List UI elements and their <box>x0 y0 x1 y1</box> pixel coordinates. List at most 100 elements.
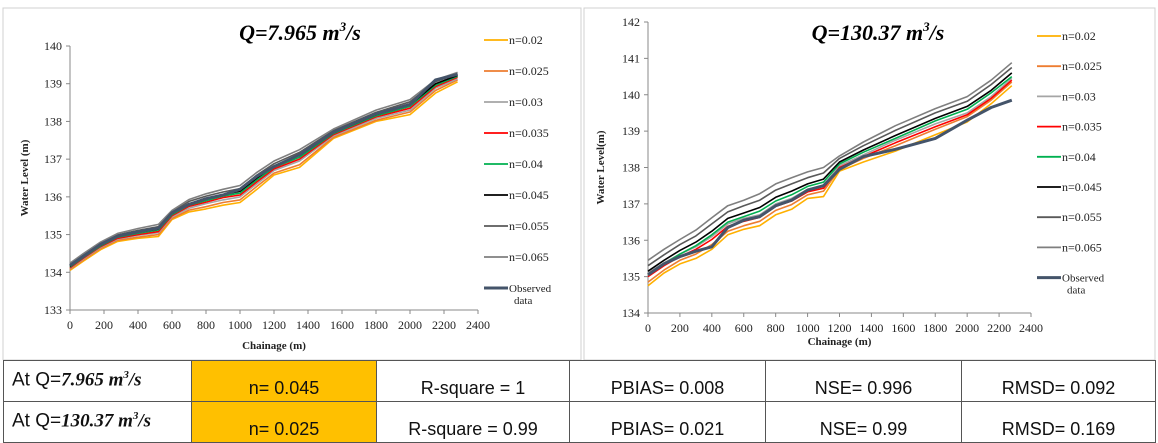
y-axis-label: Water Level(m) <box>595 130 607 204</box>
x-tick-label: 1000 <box>228 318 252 332</box>
x-tick-label: 1000 <box>796 321 820 335</box>
legend-label: n=0.02 <box>509 33 543 47</box>
pbias-cell: PBIAS= 0.008 <box>569 360 766 402</box>
legend-label: data <box>514 295 532 307</box>
y-tick-label: 141 <box>622 51 640 65</box>
x-tick-label: 400 <box>703 321 721 335</box>
manning-n-cell: n= 0.045 <box>191 360 377 402</box>
series-line-observed <box>647 98 1013 277</box>
series-line-n-0045 <box>647 72 1013 272</box>
y-tick-label: 136 <box>44 190 62 204</box>
y-tick-label: 134 <box>622 306 640 320</box>
legend-label: n=0.055 <box>1062 210 1102 224</box>
x-tick-label: 600 <box>163 318 181 332</box>
x-tick-label: 1200 <box>262 318 286 332</box>
legend-label: n=0.025 <box>509 64 549 78</box>
nse-cell: NSE= 0.996 <box>765 360 962 402</box>
x-axis-label: Chainage (m) <box>242 340 306 352</box>
legend-label: n=0.065 <box>509 250 549 264</box>
y-tick-label: 140 <box>44 39 62 53</box>
chart-2: 134 135 136 137 138 139 140 141 142 0 200 400 600 800… <box>583 7 1156 361</box>
series-line-n-0035 <box>69 76 458 269</box>
rmsd-cell: RMSD= 0.092 <box>961 360 1156 402</box>
x-tick-label: 2400 <box>1019 321 1043 335</box>
series-line-observed <box>69 72 458 267</box>
series-line-n-0065 <box>647 62 1013 261</box>
x-tick-label: 1400 <box>296 318 320 332</box>
x-axis-label: Chainage (m) <box>808 336 872 348</box>
series-line-n-0055 <box>647 66 1013 267</box>
chart-frame <box>2 7 582 361</box>
x-tick-label: 1800 <box>923 321 947 335</box>
legend-label: n=0.045 <box>509 188 549 202</box>
x-tick-label: 200 <box>671 321 689 335</box>
legend-label: n=0.065 <box>1062 240 1102 254</box>
x-tick-label: 1600 <box>330 318 354 332</box>
y-tick-label: 137 <box>44 152 62 166</box>
x-tick-label: 2200 <box>432 318 456 332</box>
legend-label: n=0.03 <box>509 95 543 109</box>
x-tick-label: 200 <box>95 318 113 332</box>
legend-label: n=0.04 <box>509 157 543 171</box>
condition-cell: At Q=130.37 m3/s <box>3 401 192 443</box>
y-tick-label: 138 <box>622 161 640 175</box>
legend-label: n=0.055 <box>509 219 549 233</box>
y-tick-label: 135 <box>622 270 640 284</box>
y-tick-label: 133 <box>44 303 62 317</box>
x-tick-label: 2400 <box>466 318 490 332</box>
table-row: At Q=7.965 m3/s n= 0.045 R-square = 1 PB… <box>3 360 1156 402</box>
nse-cell: NSE= 0.99 <box>765 401 962 443</box>
y-tick-label: 136 <box>622 233 640 247</box>
y-tick-label: 139 <box>44 77 62 91</box>
series-line-n-0025 <box>647 81 1013 283</box>
series-line-n-0025 <box>69 79 458 270</box>
x-tick-label: 400 <box>129 318 147 332</box>
legend-label: n=0.03 <box>1062 89 1096 103</box>
legend-label: n=0.035 <box>1062 120 1102 134</box>
r-square-cell: R-square = 1 <box>376 360 570 402</box>
legend-label: n=0.02 <box>1062 29 1096 43</box>
table-row: At Q=130.37 m3/s n= 0.025 R-square = 0.9… <box>3 401 1156 443</box>
y-axis-label: Water Level (m) <box>19 139 31 216</box>
series-line-n-002 <box>69 81 458 272</box>
x-tick-label: 2200 <box>987 321 1011 335</box>
y-tick-label: 142 <box>622 15 640 29</box>
r-square-cell: R-square = 0.99 <box>376 401 570 443</box>
x-tick-label: 2000 <box>955 321 979 335</box>
y-tick-label: 140 <box>622 88 640 102</box>
x-tick-label: 600 <box>735 321 753 335</box>
legend-label: Observed <box>509 283 552 295</box>
condition-cell: At Q=7.965 m3/s <box>3 360 192 402</box>
series-line-n-004 <box>647 75 1013 276</box>
x-tick-label: 1200 <box>828 321 852 335</box>
chart-title: Q=7.965 m3/s <box>239 19 361 45</box>
legend-label: n=0.045 <box>1062 180 1102 194</box>
series-line-n-003 <box>647 77 1013 274</box>
series-line-n-0065 <box>69 71 458 264</box>
x-tick-label: 2000 <box>398 318 422 332</box>
x-tick-label: 800 <box>767 321 785 335</box>
x-tick-label: 800 <box>197 318 215 332</box>
legend-label: n=0.04 <box>1062 150 1096 164</box>
manning-n-cell: n= 0.025 <box>191 401 377 443</box>
legend-label: n=0.025 <box>1062 59 1102 73</box>
legend-label: n=0.035 <box>509 126 549 140</box>
x-tick-label: 1400 <box>859 321 883 335</box>
x-tick-label: 1800 <box>364 318 388 332</box>
chart-title: Q=130.37 m3/s <box>812 19 945 45</box>
x-tick-label: 1600 <box>891 321 915 335</box>
legend-label: data <box>1067 285 1085 297</box>
stats-table: At Q=7.965 m3/s n= 0.045 R-square = 1 PB… <box>3 360 1156 443</box>
y-tick-label: 139 <box>622 124 640 138</box>
y-tick-label: 135 <box>44 228 62 242</box>
y-tick-label: 134 <box>44 265 62 279</box>
series-line-n-002 <box>647 85 1013 287</box>
y-tick-label: 138 <box>44 114 62 128</box>
y-tick-label: 137 <box>622 197 640 211</box>
x-tick-label: 0 <box>67 318 73 332</box>
rmsd-cell: RMSD= 0.169 <box>961 401 1156 443</box>
pbias-cell: PBIAS= 0.021 <box>569 401 766 443</box>
